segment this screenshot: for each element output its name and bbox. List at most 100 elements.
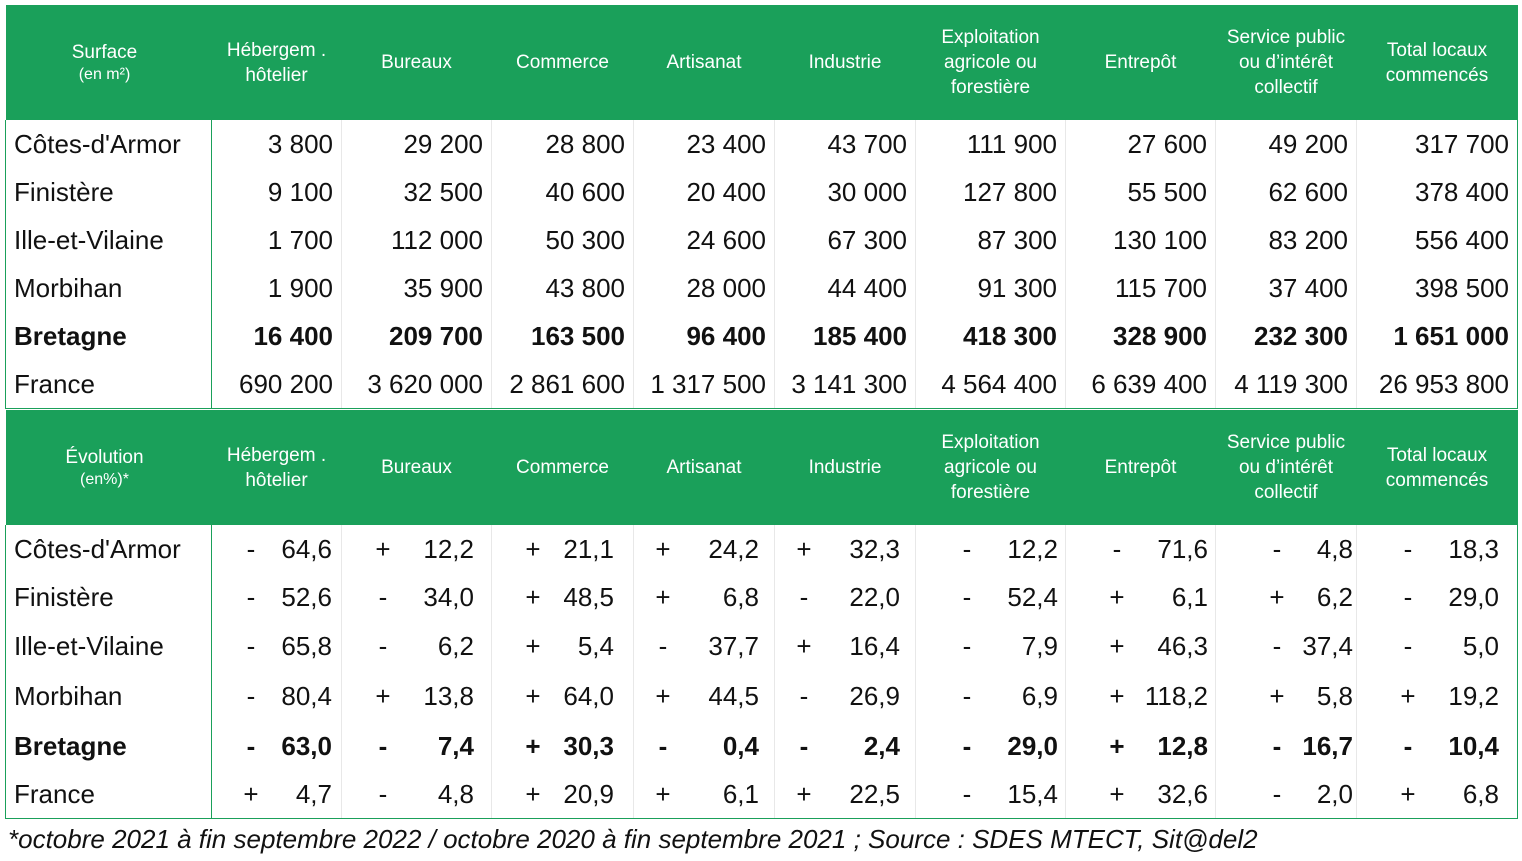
surface-cell: 185 400	[774, 312, 916, 360]
evolution-cell: - 7,4	[341, 722, 492, 770]
surface-col-header-total: Total locaux commencés	[1356, 5, 1518, 120]
surface-cell: 44 400	[774, 264, 916, 312]
surface-cell: 317 700	[1356, 120, 1518, 168]
evolution-value: 16,4	[849, 630, 900, 661]
evolution-sign: +	[796, 630, 812, 661]
evolution-cell: - 4,8	[1215, 525, 1357, 573]
surface-cell: 3 620 000	[341, 360, 492, 409]
evolution-cell: +6,8	[1356, 770, 1518, 819]
evolution-sign: -	[1403, 533, 1413, 564]
evolution-sign: +	[1109, 778, 1125, 809]
evolution-value: 24,2	[708, 533, 759, 564]
evolution-value: 22,5	[849, 778, 900, 809]
evolution-cell: - 2,0	[1215, 770, 1357, 819]
surface-cell: 3 141 300	[774, 360, 916, 409]
evolution-sign: +	[796, 533, 812, 564]
evolution-cell: -37,4	[1215, 622, 1357, 670]
evolution-sign: -	[1272, 778, 1282, 809]
evolution-sign: -	[246, 582, 256, 612]
surface-table-row: Côtes-d'Armor 3 800 29 200 28 800 23 400 43 7…	[5, 120, 1518, 168]
evolution-value: 15,4	[1007, 778, 1058, 809]
evolution-sign: -	[246, 630, 256, 661]
evolution-cell: -65,8	[211, 622, 342, 670]
evolution-sign: +	[1109, 680, 1125, 711]
surface-cell: 40 600	[491, 168, 634, 216]
evolution-cell: - 22,0	[774, 573, 916, 622]
surface-cell: 328 900	[1065, 312, 1216, 360]
evolution-sign: +	[655, 778, 671, 809]
evolution-cell: +21,1	[491, 525, 634, 573]
evolution-sign: -	[658, 630, 668, 661]
surface-cell: 4 119 300	[1215, 360, 1357, 409]
evolution-sign: +	[1269, 582, 1285, 612]
surface-cell: 96 400	[633, 312, 775, 360]
evolution-sign: -	[1272, 730, 1282, 761]
surface-row-label: Ille-et-Vilaine	[5, 216, 212, 264]
evolution-cell: -52,6	[211, 573, 342, 622]
evolution-value: 63,0	[281, 730, 332, 761]
evolution-cell: - 26,9	[774, 670, 916, 722]
evolution-value: 12,2	[1007, 533, 1058, 564]
evolution-col-header-service-public: Service public ou d’intérêt collectif	[1215, 410, 1357, 525]
evolution-col-header-artisanat: Artisanat	[633, 410, 775, 525]
surface-cell: 2 861 600	[491, 360, 634, 409]
surface-cell: 3 800	[211, 120, 342, 168]
evolution-col-header-commerce: Commerce	[491, 410, 634, 525]
evolution-sign: +	[1269, 680, 1285, 711]
surface-table-row: France 690 200 3 620 000 2 861 600 1 317 500…	[5, 360, 1518, 409]
evolution-value: 6,2	[1316, 582, 1353, 612]
evolution-cell: - 18,3	[1356, 525, 1518, 573]
evolution-col-header-hebergement: Hébergem . hôtelier	[211, 410, 342, 525]
surface-col-header-industrie: Industrie	[774, 5, 916, 120]
surface-cell: 55 500	[1065, 168, 1216, 216]
evolution-table-row: Bretagne -63,0-7,4 +30,3-0,4-2,4-29,0 +12,8…	[5, 722, 1518, 770]
surface-cell: 127 800	[915, 168, 1066, 216]
evolution-sign: +	[525, 630, 541, 661]
evolution-value: 71,6	[1157, 533, 1208, 564]
evolution-cell: - 4,8	[341, 770, 492, 819]
evolution-cell: - 29,0	[1356, 573, 1518, 622]
evolution-table-row: Morbihan -80,4 +13,8 +64,0 +44,5-26,9-6,9 +11…	[5, 670, 1518, 722]
evolution-sign: -	[378, 730, 388, 761]
surface-cell: 1 700	[211, 216, 342, 264]
evolution-sign: +	[243, 778, 259, 809]
surface-col-header-hebergement: Hébergem . hôtelier	[211, 5, 342, 120]
evolution-cell: +12,2	[341, 525, 492, 573]
evolution-cell: +5,8	[1215, 670, 1357, 722]
surface-cell: 91 300	[915, 264, 1066, 312]
surface-table-row: Ille-et-Vilaine 1 700 112 000 50 300 24 600 6…	[5, 216, 1518, 264]
surface-cell: 556 400	[1356, 216, 1518, 264]
evolution-value: 80,4	[281, 680, 332, 711]
evolution-value: 52,6	[281, 582, 332, 612]
evolution-value: 22,0	[849, 582, 900, 612]
evolution-value: 26,9	[849, 680, 900, 711]
evolution-sign: +	[1109, 582, 1125, 612]
evolution-cell: +64,0	[491, 670, 634, 722]
evolution-sign: -	[246, 533, 256, 564]
surface-cell: 418 300	[915, 312, 1066, 360]
evolution-sign: -	[378, 778, 388, 809]
evolution-value: 6,2	[437, 630, 474, 661]
surface-col-header-exploitation: Exploitation agricole ou forestière	[915, 5, 1066, 120]
evolution-cell: +12,8	[1065, 722, 1216, 770]
evolution-value: 6,9	[1021, 680, 1058, 711]
evolution-value: 2,0	[1316, 778, 1353, 809]
evolution-cell: -16,7	[1215, 722, 1357, 770]
evolution-sign: -	[799, 582, 809, 612]
evolution-sign: -	[1272, 630, 1282, 661]
surface-col-header-bureaux: Bureaux	[341, 5, 492, 120]
surface-cell: 26 953 800	[1356, 360, 1518, 409]
surface-cell: 1 651 000	[1356, 312, 1518, 360]
surface-cell: 130 100	[1065, 216, 1216, 264]
evolution-value: 118,2	[1144, 680, 1208, 711]
evolution-value: 18,3	[1448, 533, 1499, 564]
evolution-value: 29,0	[1007, 730, 1058, 761]
evolution-value: 10,4	[1448, 730, 1499, 761]
surface-cell: 690 200	[211, 360, 342, 409]
evolution-table: Évolution (en%)* Hébergem . hôtelier Bur…	[5, 410, 1518, 819]
evolution-sign: +	[1109, 730, 1125, 761]
evolution-header-row: Évolution (en%)* Hébergem . hôtelier Bur…	[5, 410, 1518, 525]
evolution-value: 7,4	[437, 730, 474, 761]
evolution-cell: +118,2	[1065, 670, 1216, 722]
evolution-value: 5,8	[1316, 680, 1353, 711]
